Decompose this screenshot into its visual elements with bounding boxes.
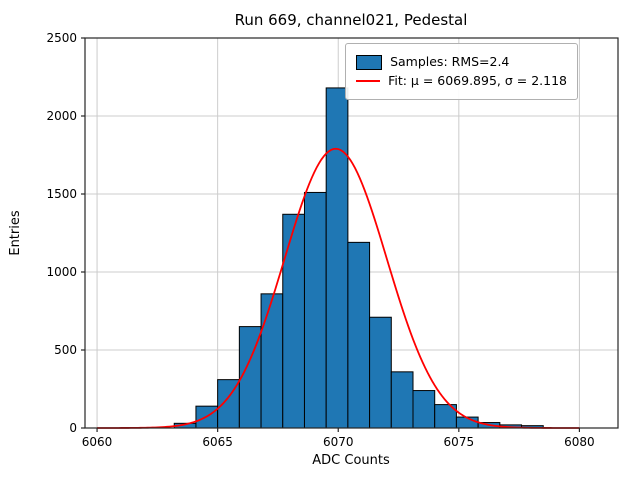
y-tick-label: 2500 [46, 31, 77, 45]
y-tick-label: 1000 [46, 265, 77, 279]
x-tick-label: 6060 [82, 435, 113, 449]
y-tick-label: 0 [69, 421, 77, 435]
chart-title: Run 669, channel021, Pedestal [235, 11, 468, 29]
x-tick-label: 6080 [564, 435, 595, 449]
histogram-bars [173, 87, 544, 429]
x-tick-label: 6070 [323, 435, 354, 449]
histogram-bar [282, 213, 305, 429]
samples-swatch-icon [356, 55, 383, 70]
gaussian-fit-path [97, 147, 580, 429]
histogram-bar [390, 371, 414, 429]
plot-frame [84, 37, 619, 429]
axes-frame [84, 37, 619, 429]
histogram-bar [303, 191, 327, 429]
histogram-bar [325, 87, 349, 429]
y-axis-label: Entries [8, 210, 23, 256]
x-tick-label: 6065 [202, 435, 233, 449]
x-tick-label: 6075 [444, 435, 475, 449]
fit-curve [97, 147, 580, 429]
axis-ticks: 6060 6065 6070 6075 6080 0 500 1000 1500 2000 2500 [46, 31, 594, 449]
y-tick-label: 2000 [46, 109, 77, 123]
legend-samples-label: Samples: RMS=2.4 [390, 54, 510, 70]
x-axis-label: ADC Counts [312, 453, 390, 468]
legend-entry-samples: Samples: RMS=2.4 [356, 54, 567, 70]
legend-entry-fit: Fit: μ = 6069.895, σ = 2.118 [356, 73, 567, 88]
fit-line-swatch-icon [356, 80, 381, 83]
histogram-bar [369, 316, 392, 429]
histogram-bar [347, 241, 371, 429]
legend-fit-label: Fit: μ = 6069.895, σ = 2.118 [388, 73, 567, 88]
histogram-bar [260, 293, 284, 429]
y-tick-label: 500 [54, 343, 77, 357]
y-tick-label: 1500 [46, 187, 77, 201]
histogram-bar [412, 390, 436, 429]
legend: Samples: RMS=2.4 Fit: μ = 6069.895, σ = … [345, 43, 578, 101]
